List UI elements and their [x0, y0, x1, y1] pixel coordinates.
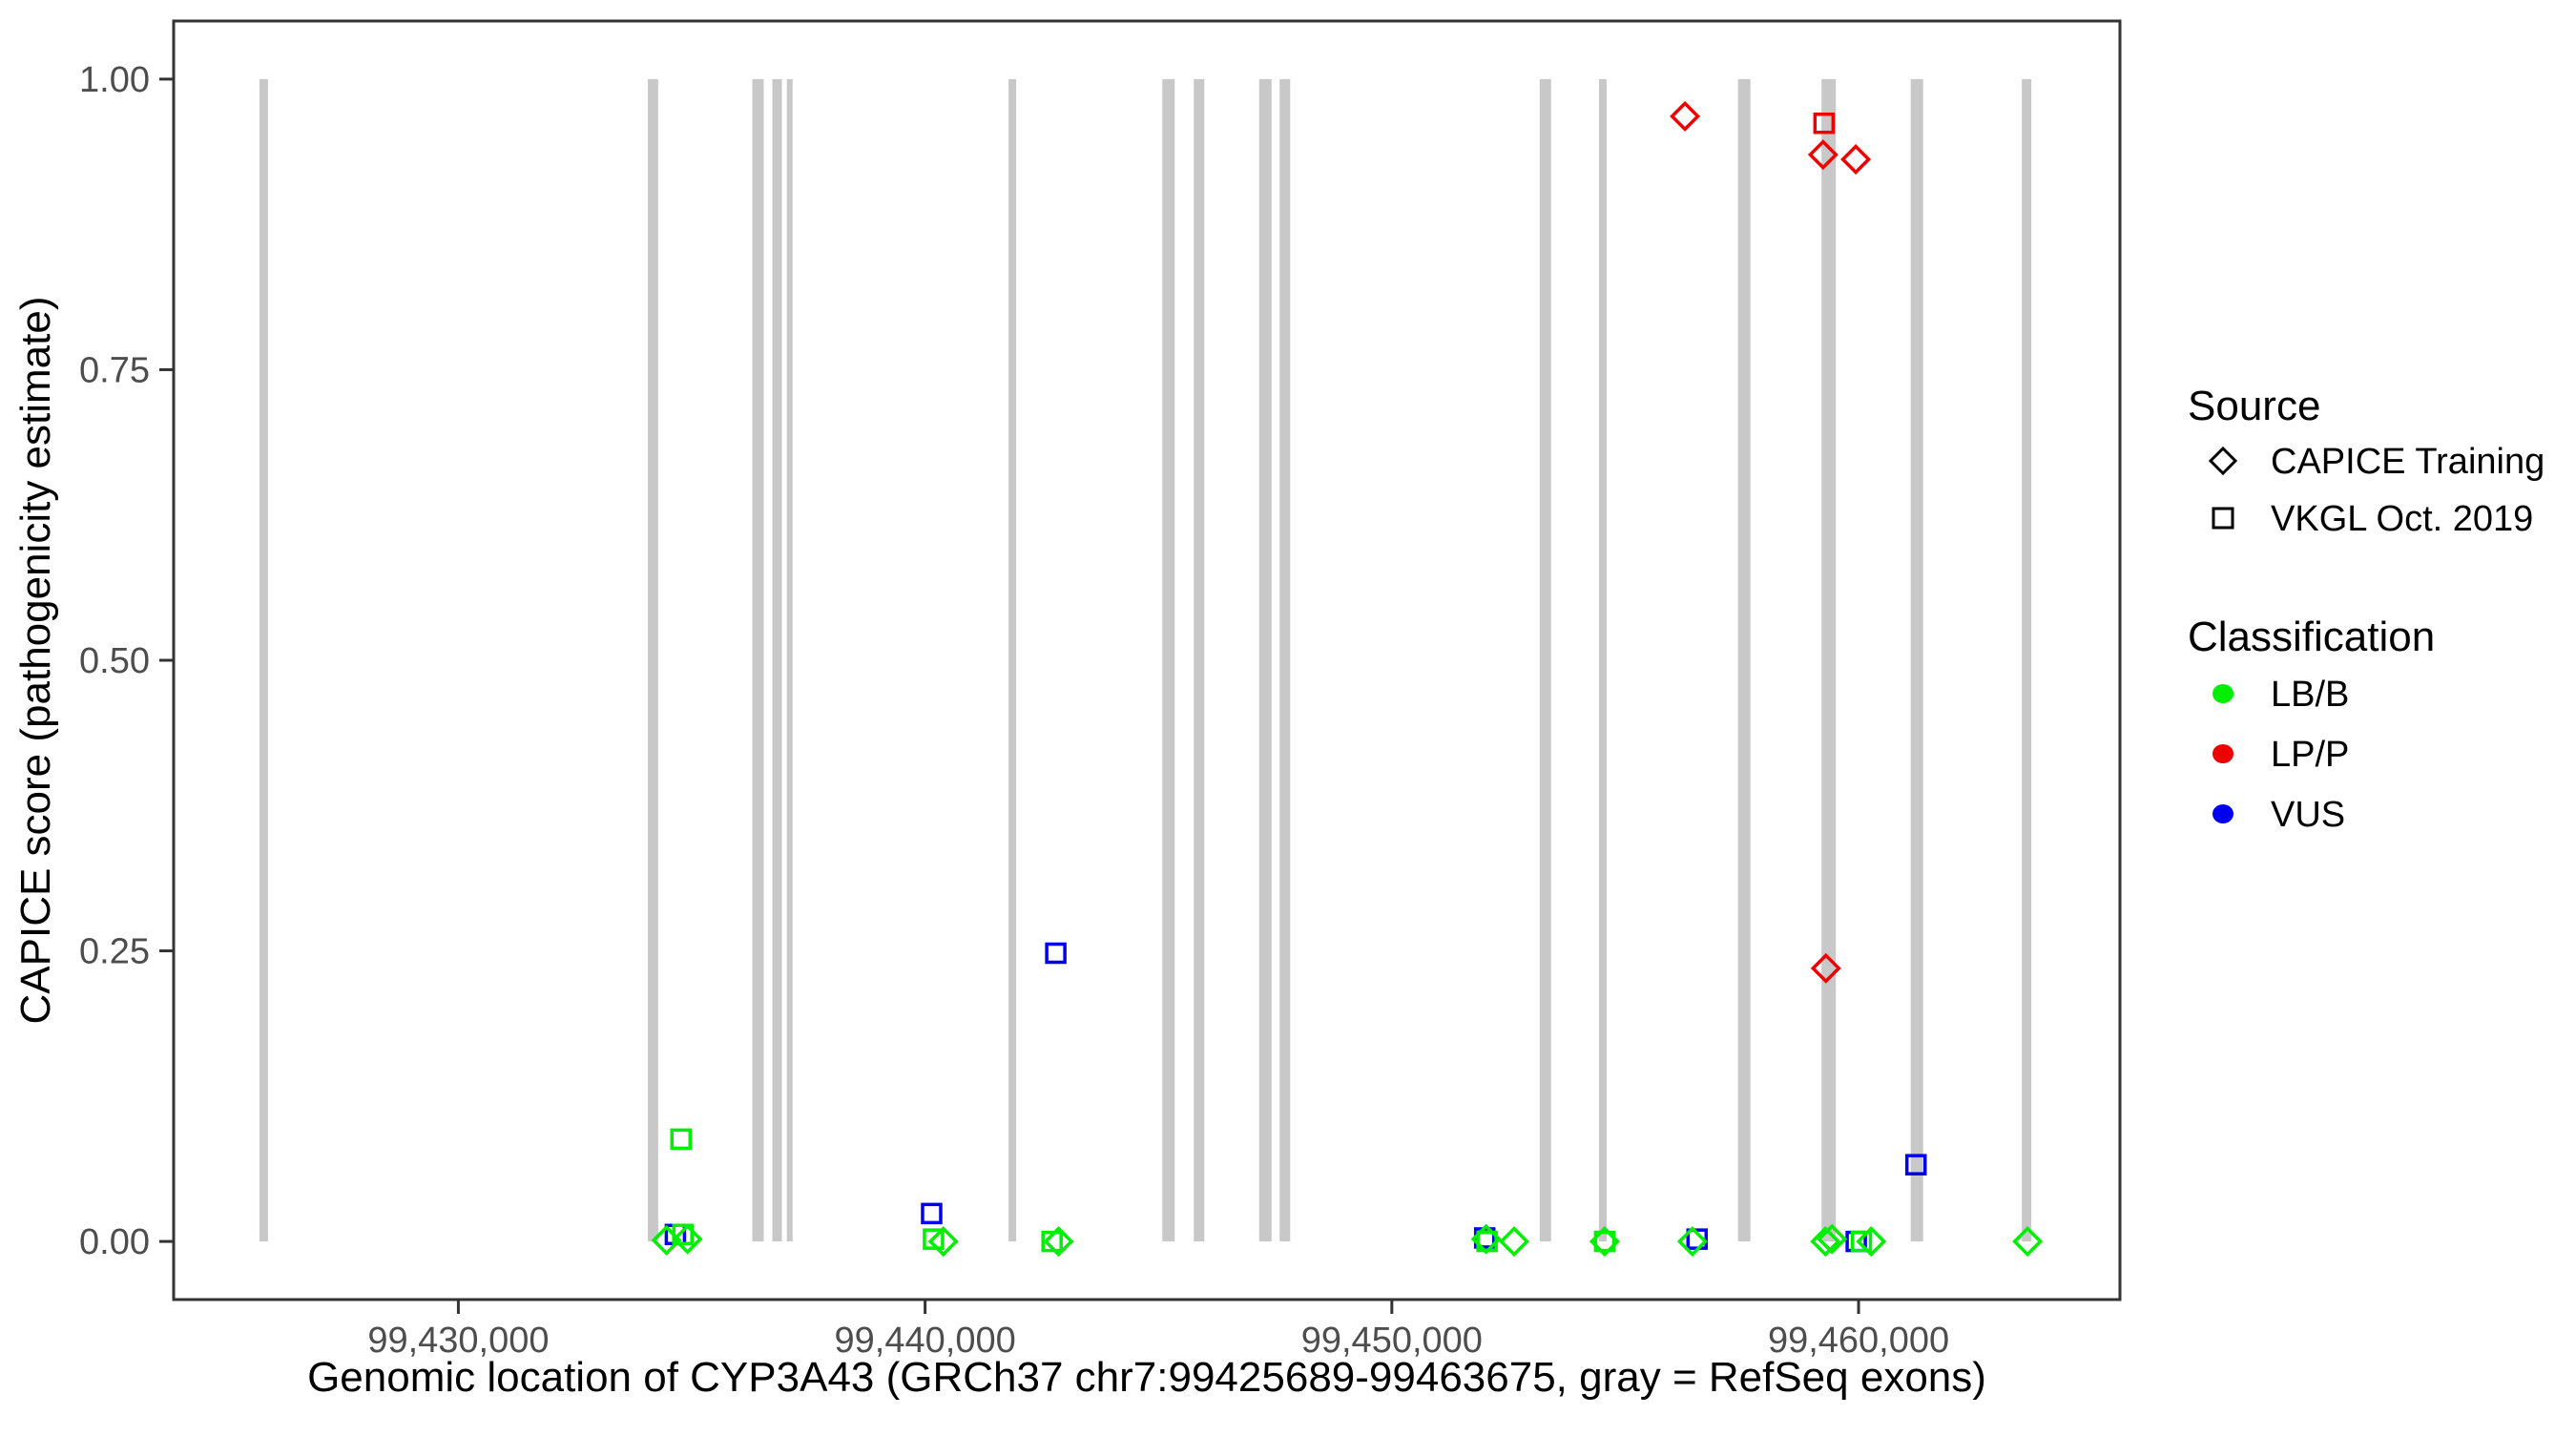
data-points — [651, 100, 2044, 1258]
exon-bar — [752, 78, 764, 1242]
data-point-square — [1041, 1230, 1063, 1253]
legend-classification-title: Classification — [2188, 614, 2435, 660]
legend-dot-lpp-icon — [2212, 744, 2233, 763]
legend-square-icon — [2212, 507, 2234, 530]
axis-ticks — [159, 77, 1860, 1314]
y-tick-label: 0.50 — [79, 641, 150, 681]
x-tick-label: 99,440,000 — [835, 1321, 1016, 1361]
data-point-square — [1813, 112, 1836, 135]
y-tick-label: 0.00 — [79, 1222, 150, 1262]
exon-bar — [259, 78, 268, 1242]
y-axis-title: CAPICE score (pathogenicity estimate) — [12, 297, 59, 1025]
exon-bar — [1279, 78, 1291, 1242]
data-point-square — [670, 1128, 693, 1151]
exon-bars — [259, 78, 2032, 1242]
exon-bar — [647, 78, 658, 1242]
exon-bar — [772, 78, 782, 1242]
exon-bar — [1598, 78, 1607, 1242]
data-point-diamond — [1589, 1226, 1620, 1258]
y-tick-label: 0.25 — [79, 932, 150, 972]
legend-source-item-vkgl: VKGL Oct. 2019 — [2271, 499, 2533, 539]
legend-class-item-lbb: LB/B — [2271, 675, 2349, 715]
data-point-diamond — [1810, 1226, 1841, 1258]
legend-class-item-vus: VUS — [2271, 795, 2345, 835]
data-point-diamond — [672, 1223, 703, 1255]
panel-border — [172, 19, 2122, 1301]
data-point-diamond — [1807, 139, 1839, 171]
data-point-diamond — [1810, 952, 1841, 984]
data-point-diamond — [1856, 1226, 1887, 1258]
data-point-diamond — [927, 1226, 959, 1258]
exon-bar — [1737, 78, 1751, 1242]
exon-bar — [1539, 78, 1551, 1242]
exon-bar — [1910, 78, 1923, 1242]
legend-source-item-capice: CAPICE Training — [2271, 442, 2545, 482]
exon-bar — [1194, 78, 1205, 1242]
data-point-diamond — [1840, 143, 1872, 175]
data-point-diamond — [1670, 100, 1701, 132]
legend: Source CAPICE Training VKGL Oct. 2019 Cl… — [2188, 383, 2545, 835]
x-tick-label: 99,460,000 — [1768, 1321, 1949, 1361]
legend-diamond-icon — [2208, 446, 2238, 476]
legend-dot-vus-icon — [2212, 804, 2233, 823]
legend-class-item-lpp: LP/P — [2271, 735, 2349, 775]
data-point-diamond — [1817, 1223, 1848, 1255]
data-point-diamond — [2012, 1226, 2044, 1258]
data-point-square — [1850, 1230, 1873, 1253]
data-point-square — [923, 1228, 945, 1250]
exon-bar — [1162, 78, 1175, 1242]
data-point-diamond — [1043, 1226, 1074, 1258]
legend-dot-lbb-icon — [2212, 684, 2233, 703]
x-tick-label: 99,450,000 — [1301, 1321, 1483, 1361]
data-point-diamond — [1470, 1223, 1502, 1255]
data-point-square — [1904, 1154, 1927, 1176]
x-tick-label: 99,430,000 — [367, 1321, 549, 1361]
data-point-diamond — [1499, 1226, 1529, 1258]
axis-tick-labels: 99,430,000 99,440,000 99,450,000 99,460,000… — [79, 60, 1949, 1361]
data-point-square — [1593, 1230, 1616, 1253]
legend-source-title: Source — [2188, 383, 2320, 429]
data-point-diamond — [1676, 1226, 1708, 1258]
data-point-square — [921, 1202, 943, 1225]
data-point-square — [672, 1223, 694, 1246]
data-point-square — [1045, 942, 1067, 965]
exon-bar — [1258, 78, 1272, 1242]
y-tick-label: 0.75 — [79, 350, 150, 390]
exon-bar — [2022, 78, 2032, 1242]
x-axis-title: Genomic location of CYP3A43 (GRCh37 chr7… — [307, 1354, 1986, 1401]
exon-bar — [786, 78, 793, 1242]
y-tick-label: 1.00 — [79, 60, 150, 100]
exon-bar — [1821, 78, 1837, 1242]
exon-bar — [1008, 78, 1017, 1242]
